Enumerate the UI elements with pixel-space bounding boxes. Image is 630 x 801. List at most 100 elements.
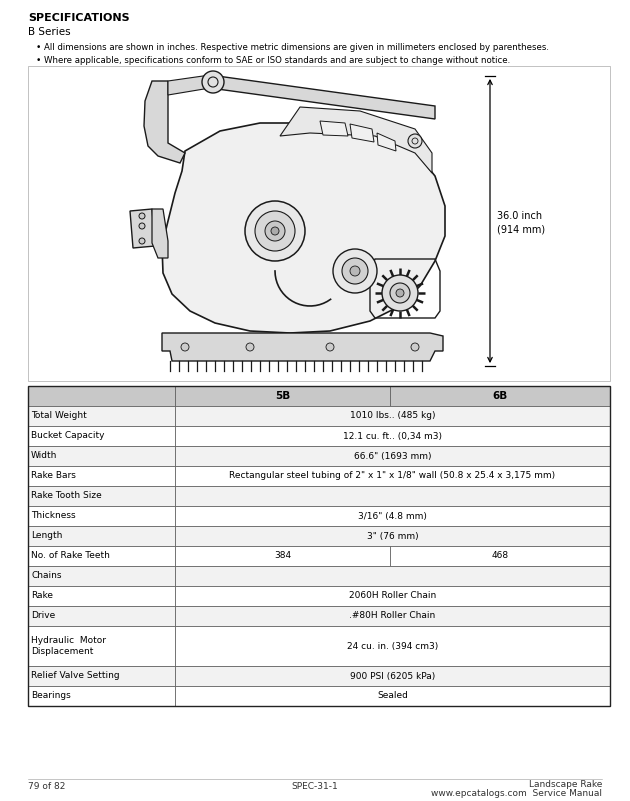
Bar bbox=[390, 546, 610, 566]
Text: www.epcatalogs.com  Service Manual: www.epcatalogs.com Service Manual bbox=[431, 789, 602, 798]
Bar bbox=[175, 426, 610, 446]
Bar bbox=[175, 686, 610, 706]
Circle shape bbox=[396, 289, 404, 297]
Text: Hydraulic  Motor
Displacement: Hydraulic Motor Displacement bbox=[31, 636, 106, 656]
Text: Rake: Rake bbox=[31, 591, 53, 601]
Text: 66.6" (1693 mm): 66.6" (1693 mm) bbox=[354, 452, 432, 461]
Text: SPECIFICATIONS: SPECIFICATIONS bbox=[28, 13, 130, 23]
Bar bbox=[175, 666, 610, 686]
Bar bbox=[28, 406, 175, 426]
Text: Bucket Capacity: Bucket Capacity bbox=[31, 432, 105, 441]
Polygon shape bbox=[320, 121, 348, 136]
Bar bbox=[28, 526, 175, 546]
Bar bbox=[175, 566, 610, 586]
Text: Thickness: Thickness bbox=[31, 512, 76, 521]
Text: Length: Length bbox=[31, 532, 62, 541]
Bar bbox=[28, 446, 175, 466]
Text: No. of Rake Teeth: No. of Rake Teeth bbox=[31, 552, 110, 561]
Text: Drive: Drive bbox=[31, 611, 55, 621]
Text: 384: 384 bbox=[274, 552, 291, 561]
Text: 1010 lbs.. (485 kg): 1010 lbs.. (485 kg) bbox=[350, 412, 435, 421]
Polygon shape bbox=[144, 81, 185, 163]
Bar bbox=[28, 586, 175, 606]
Circle shape bbox=[139, 223, 145, 229]
Text: Total Weight: Total Weight bbox=[31, 412, 87, 421]
Text: .#80H Roller Chain: .#80H Roller Chain bbox=[350, 611, 435, 621]
Circle shape bbox=[271, 227, 279, 235]
Bar bbox=[28, 386, 610, 706]
Circle shape bbox=[390, 283, 410, 303]
Bar bbox=[175, 606, 610, 626]
Circle shape bbox=[333, 249, 377, 293]
Bar bbox=[28, 666, 175, 686]
Bar bbox=[175, 406, 610, 426]
Text: Sealed: Sealed bbox=[377, 691, 408, 701]
Circle shape bbox=[245, 201, 305, 261]
Polygon shape bbox=[377, 133, 396, 151]
Text: 24 cu. in. (394 cm3): 24 cu. in. (394 cm3) bbox=[347, 642, 438, 650]
Polygon shape bbox=[162, 123, 445, 333]
Circle shape bbox=[181, 343, 189, 351]
Polygon shape bbox=[168, 75, 210, 95]
Text: 6B: 6B bbox=[493, 391, 508, 401]
Polygon shape bbox=[130, 209, 155, 248]
Bar bbox=[390, 386, 610, 406]
Bar bbox=[28, 466, 175, 486]
Bar bbox=[175, 486, 610, 506]
Circle shape bbox=[342, 258, 368, 284]
Bar bbox=[175, 526, 610, 546]
Bar bbox=[175, 626, 610, 666]
Bar bbox=[28, 486, 175, 506]
Text: Width: Width bbox=[31, 452, 57, 461]
Text: 900 PSI (6205 kPa): 900 PSI (6205 kPa) bbox=[350, 671, 435, 681]
Polygon shape bbox=[210, 75, 435, 119]
Text: 79 of 82: 79 of 82 bbox=[28, 782, 66, 791]
Circle shape bbox=[411, 343, 419, 351]
Bar bbox=[175, 466, 610, 486]
Text: 36.0 inch: 36.0 inch bbox=[497, 211, 542, 221]
Text: Rake Bars: Rake Bars bbox=[31, 472, 76, 481]
Text: 12.1 cu. ft.. (0,34 m3): 12.1 cu. ft.. (0,34 m3) bbox=[343, 432, 442, 441]
Bar bbox=[175, 386, 390, 406]
Circle shape bbox=[139, 238, 145, 244]
Bar bbox=[175, 586, 610, 606]
Circle shape bbox=[265, 221, 285, 241]
Text: 5B: 5B bbox=[275, 391, 290, 401]
Circle shape bbox=[326, 343, 334, 351]
Text: •: • bbox=[36, 56, 42, 65]
Polygon shape bbox=[152, 209, 168, 258]
Text: Landscape Rake: Landscape Rake bbox=[529, 780, 602, 789]
Text: 468: 468 bbox=[491, 552, 508, 561]
Bar bbox=[28, 506, 175, 526]
Circle shape bbox=[408, 134, 422, 148]
Circle shape bbox=[139, 213, 145, 219]
Text: Chains: Chains bbox=[31, 571, 62, 581]
Bar bbox=[28, 386, 175, 406]
Bar bbox=[175, 546, 390, 566]
Text: Where applicable, specifications conform to SAE or ISO standards and are subject: Where applicable, specifications conform… bbox=[44, 56, 510, 65]
Text: B Series: B Series bbox=[28, 27, 71, 37]
Bar bbox=[28, 686, 175, 706]
Text: Rake Tooth Size: Rake Tooth Size bbox=[31, 492, 102, 501]
Text: Rectangular steel tubing of 2" x 1" x 1/8" wall (50.8 x 25.4 x 3,175 mm): Rectangular steel tubing of 2" x 1" x 1/… bbox=[229, 472, 556, 481]
Circle shape bbox=[202, 71, 224, 93]
Polygon shape bbox=[280, 107, 432, 173]
Text: 2060H Roller Chain: 2060H Roller Chain bbox=[349, 591, 436, 601]
Text: Relief Valve Setting: Relief Valve Setting bbox=[31, 671, 120, 681]
Circle shape bbox=[255, 211, 295, 251]
Circle shape bbox=[350, 266, 360, 276]
Polygon shape bbox=[350, 124, 374, 142]
Bar bbox=[28, 566, 175, 586]
Circle shape bbox=[382, 275, 418, 311]
Bar bbox=[175, 446, 610, 466]
Bar bbox=[28, 606, 175, 626]
Text: 3" (76 mm): 3" (76 mm) bbox=[367, 532, 418, 541]
Text: 3/16" (4.8 mm): 3/16" (4.8 mm) bbox=[358, 512, 427, 521]
Text: •: • bbox=[36, 43, 42, 52]
Circle shape bbox=[246, 343, 254, 351]
Bar bbox=[28, 66, 610, 381]
Text: All dimensions are shown in inches. Respective metric dimensions are given in mi: All dimensions are shown in inches. Resp… bbox=[44, 43, 549, 52]
Text: Bearings: Bearings bbox=[31, 691, 71, 701]
Polygon shape bbox=[162, 333, 443, 361]
Text: (914 mm): (914 mm) bbox=[497, 224, 545, 234]
